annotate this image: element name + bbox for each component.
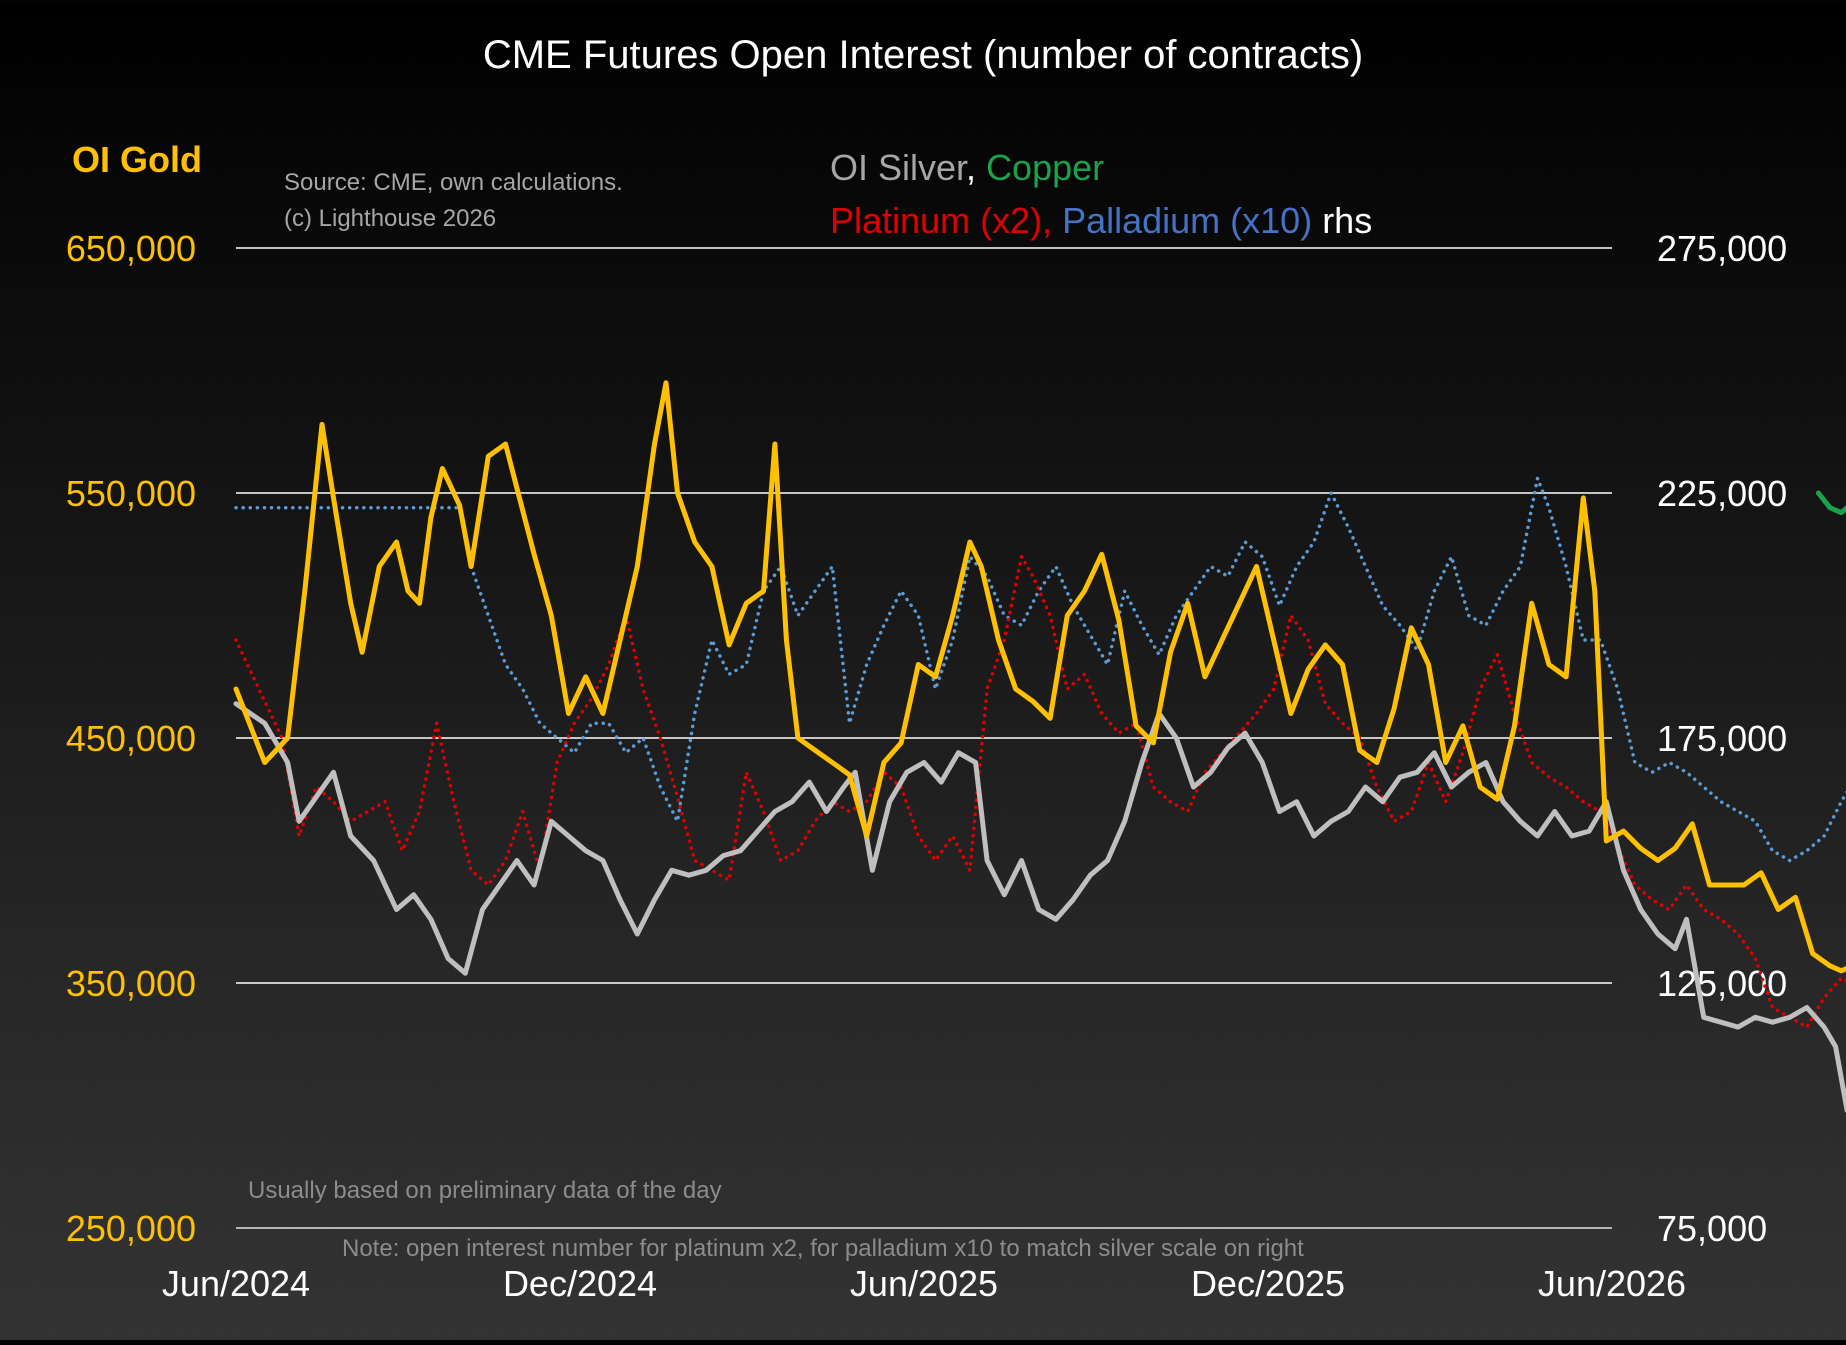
source-line-2: (c) Lighthouse 2026 <box>284 205 496 232</box>
left-axis-label: OI Gold <box>72 139 202 180</box>
right-axis-label-line-2: Platinum (x2), Palladium (x10) rhs <box>830 200 1372 241</box>
left-tick-label: 650,000 <box>66 228 196 269</box>
right-tick-label: 125,000 <box>1657 963 1787 1004</box>
right-axis-label-part: , <box>966 147 986 188</box>
footnote-preliminary: Usually based on preliminary data of the… <box>248 1177 722 1204</box>
left-axis-ticks: 650,000 550,000 450,000 350,000 250,000 <box>66 228 196 1249</box>
x-tick-label: Jun/2025 <box>850 1263 998 1304</box>
right-tick-label: 75,000 <box>1657 1208 1767 1249</box>
series-line-copper <box>1815 490 1846 516</box>
chart-title: CME Futures Open Interest (number of con… <box>483 33 1363 77</box>
x-tick-label: Jun/2026 <box>1538 1263 1686 1304</box>
x-tick-label: Dec/2025 <box>1191 1263 1345 1304</box>
right-axis-label-part: Palladium (x10) <box>1062 200 1312 241</box>
series-layer <box>233 380 1846 1113</box>
series-line-palladium-x10 <box>234 476 1846 863</box>
series-line-oi-gold <box>233 380 1846 974</box>
x-axis-ticks: Jun/2024 Dec/2024 Jun/2025 Dec/2025 Jun/2026 <box>162 1263 1686 1304</box>
right-axis-ticks: 275,000 225,000 175,000 125,000 75,000 <box>1657 228 1787 1249</box>
left-tick-label: 550,000 <box>66 473 196 514</box>
right-axis-label-part: Copper <box>986 147 1104 188</box>
right-axis-label-part: , <box>1042 200 1062 241</box>
right-tick-label: 275,000 <box>1657 228 1787 269</box>
right-axis-label-line-1: OI Silver, Copper <box>830 147 1104 188</box>
left-tick-label: 350,000 <box>66 963 196 1004</box>
right-tick-label: 175,000 <box>1657 718 1787 759</box>
left-tick-label: 250,000 <box>66 1208 196 1249</box>
source-line-1: Source: CME, own calculations. <box>284 169 623 196</box>
right-axis-label-part: OI Silver <box>830 147 968 188</box>
x-tick-label: Dec/2024 <box>503 1263 657 1304</box>
left-tick-label: 450,000 <box>66 718 196 759</box>
right-tick-label: 225,000 <box>1657 473 1787 514</box>
grid-lines <box>236 247 1612 1229</box>
right-axis-label-part: Platinum (x2) <box>830 200 1042 241</box>
x-tick-label: Jun/2024 <box>162 1263 310 1304</box>
footnote-scale-note: Note: open interest number for platinum … <box>342 1235 1304 1262</box>
right-axis-label-part: rhs <box>1312 200 1372 241</box>
